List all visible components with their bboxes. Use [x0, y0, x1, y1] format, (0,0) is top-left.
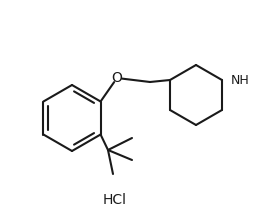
Text: HCl: HCl	[103, 193, 127, 207]
Text: NH: NH	[231, 74, 250, 87]
Text: O: O	[112, 71, 122, 85]
